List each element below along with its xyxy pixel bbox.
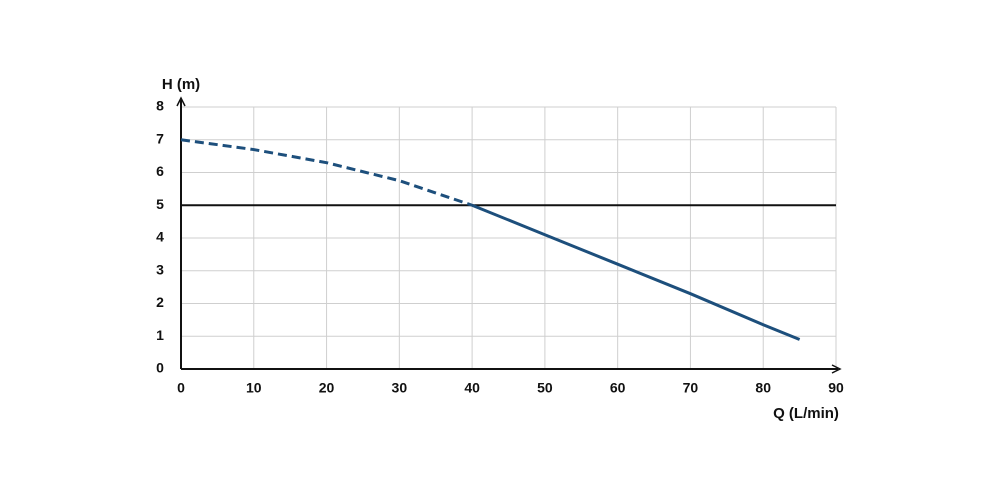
y-axis-arrow: [176, 96, 186, 107]
y-tick-label: 1: [156, 327, 164, 343]
x-tick-label: 60: [610, 380, 626, 396]
x-tick-label: 10: [246, 380, 262, 396]
x-tick-label: 70: [683, 380, 699, 396]
x-tick-label: 30: [392, 380, 408, 396]
y-tick-label: 0: [156, 360, 164, 376]
x-tick-label: 50: [537, 380, 553, 396]
x-tick-label: 40: [464, 380, 480, 396]
y-tick-label: 8: [156, 98, 164, 114]
y-tick-label: 6: [156, 163, 164, 179]
x-axis-arrow: [831, 364, 842, 374]
x-tick-label: 20: [319, 380, 335, 396]
series-line: [471, 203, 801, 341]
y-tick-label: 2: [156, 294, 164, 310]
y-tick-label: 3: [156, 261, 164, 277]
x-tick-label: 80: [755, 380, 771, 396]
series-line: [180, 138, 473, 207]
x-tick-label: 90: [828, 380, 844, 396]
y-tick-label: 5: [156, 196, 164, 212]
x-axis-label: Q (L/min): [773, 405, 839, 422]
y-tick-label: 4: [156, 229, 164, 245]
y-axis-label: H (m): [162, 76, 200, 93]
y-tick-label: 7: [156, 130, 164, 146]
x-tick-label: 0: [177, 380, 185, 396]
